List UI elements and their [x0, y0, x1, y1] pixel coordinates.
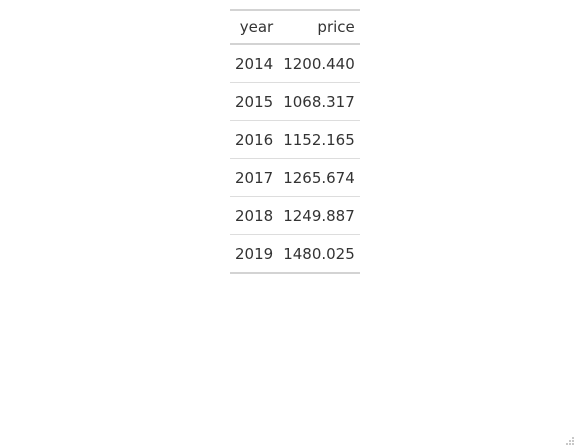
header-row: year price [230, 9, 360, 45]
cell-price: 1249.887 [278, 196, 360, 235]
cell-price: 1265.674 [278, 158, 360, 197]
cell-price: 1068.317 [278, 82, 360, 121]
table-header: year price [230, 9, 360, 45]
table-row: 2015 1068.317 [230, 82, 360, 121]
resize-grip-icon[interactable] [565, 436, 575, 446]
table-row: 2017 1265.674 [230, 158, 360, 197]
column-header-price: price [278, 9, 360, 45]
cell-year: 2018 [230, 196, 279, 235]
table-body: 2014 1200.440 2015 1068.317 2016 1152.16… [230, 44, 360, 274]
data-table: year price 2014 1200.440 2015 1068.317 2… [230, 9, 360, 274]
cell-year: 2019 [230, 234, 279, 274]
cell-price: 1152.165 [278, 120, 360, 159]
cell-price: 1200.440 [278, 44, 360, 83]
table-row: 2018 1249.887 [230, 196, 360, 235]
cell-year: 2016 [230, 120, 279, 159]
table-row: 2019 1480.025 [230, 234, 360, 274]
cell-price: 1480.025 [278, 234, 360, 274]
table-row: 2014 1200.440 [230, 44, 360, 83]
table-row: 2016 1152.165 [230, 120, 360, 159]
cell-year: 2017 [230, 158, 279, 197]
cell-year: 2014 [230, 44, 279, 83]
cell-year: 2015 [230, 82, 279, 121]
column-header-year: year [230, 9, 279, 45]
